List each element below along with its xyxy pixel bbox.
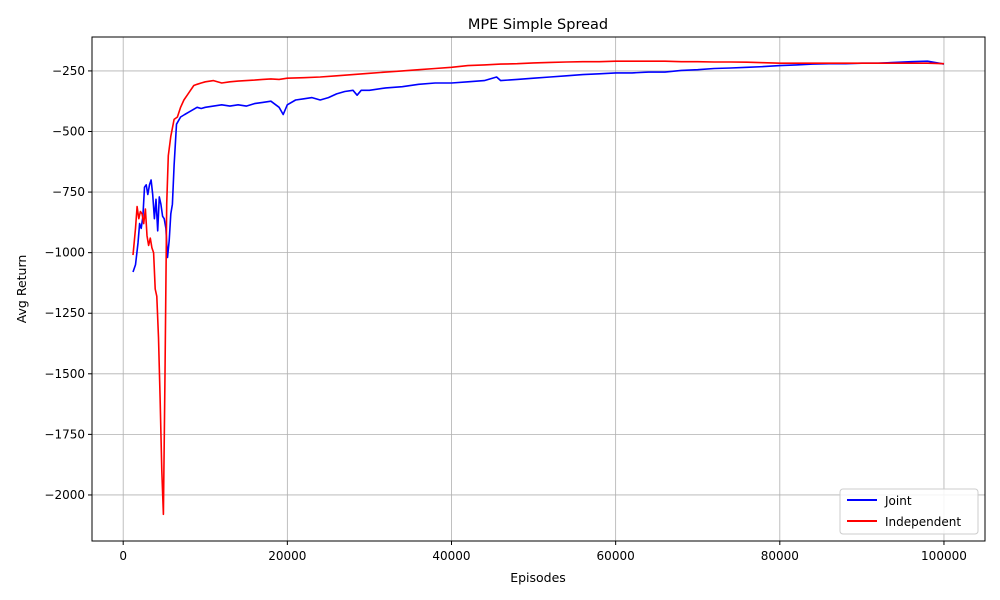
y-tick-label: −1250 <box>44 306 85 320</box>
y-tick-label: −500 <box>52 125 85 139</box>
chart-title: MPE Simple Spread <box>468 17 608 33</box>
x-tick-label: 60000 <box>597 549 635 563</box>
x-tick-label: 80000 <box>761 549 799 563</box>
y-tick-label: −1500 <box>44 367 85 381</box>
x-tick-label: 100000 <box>921 549 967 563</box>
y-tick-label: −2000 <box>44 488 85 502</box>
y-tick-label: −250 <box>52 64 85 78</box>
grid-lines <box>92 37 985 541</box>
y-tick-label: −1750 <box>44 427 85 441</box>
y-axis-ticks: −2000 −1750 −1500 −1250 −1000 −750 −500 −250 <box>44 64 92 502</box>
x-axis-ticks: 0 20000 40000 60000 80000 100000 <box>119 541 967 563</box>
legend: Joint Independent <box>839 488 979 535</box>
series-lines <box>132 60 945 516</box>
y-tick-label: −750 <box>52 185 85 199</box>
x-tick-label: 0 <box>119 549 127 563</box>
plot-area-frame <box>91 36 986 542</box>
series-line-joint <box>132 60 945 273</box>
y-tick-label: −1000 <box>44 246 85 260</box>
x-axis-label: Episodes <box>510 570 566 585</box>
x-tick-label: 40000 <box>432 549 470 563</box>
legend-label-independent: Independent <box>885 515 961 529</box>
series-line-independent <box>132 60 945 516</box>
legend-label-joint: Joint <box>884 494 912 508</box>
x-tick-label: 20000 <box>268 549 306 563</box>
y-axis-label: Avg Return <box>14 255 29 324</box>
